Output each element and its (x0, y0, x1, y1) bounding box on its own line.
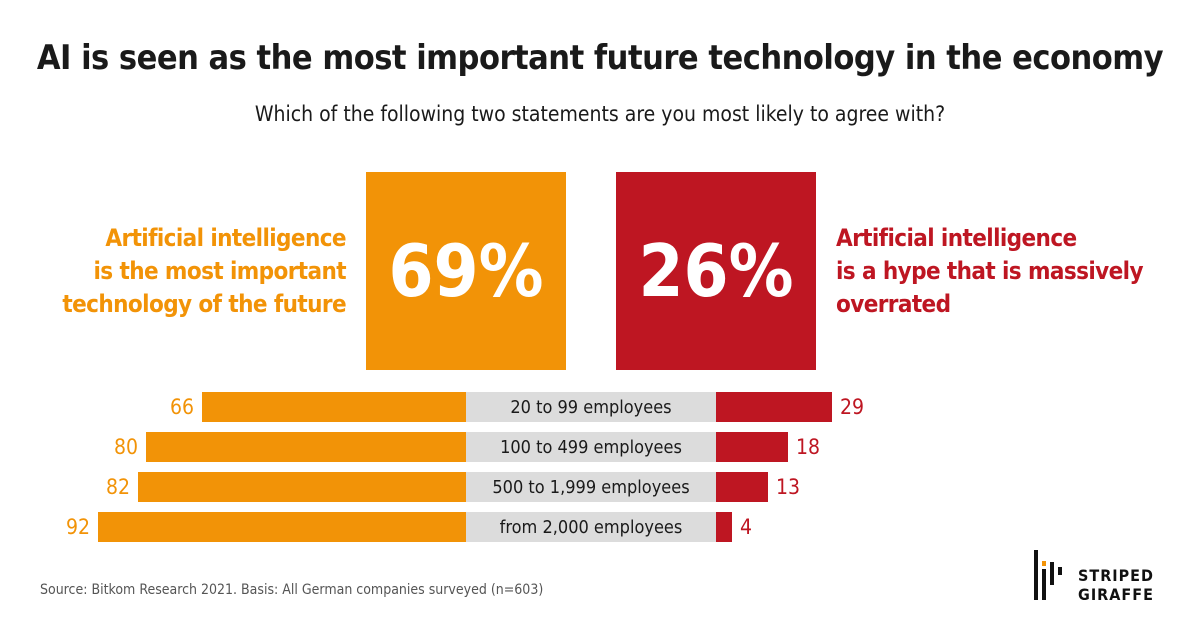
bar-important (98, 512, 466, 542)
category-label: from 2,000 employees (466, 512, 716, 542)
value-label-hype: 4 (740, 515, 753, 539)
logo-line: STRIPED (1078, 566, 1154, 585)
bar-important (138, 472, 466, 502)
bar-important (202, 392, 466, 422)
source-note: Source: Bitkom Research 2021. Basis: All… (40, 582, 544, 598)
total-important-box: 69% (366, 172, 566, 370)
bar-hype (716, 472, 768, 502)
statement-important: Artificial intelligence is the most impo… (62, 222, 346, 321)
logo-text: STRIPED GIRAFFE (1078, 566, 1154, 604)
statement-hype: Artificial intelligence is a hype that i… (836, 222, 1144, 321)
value-label-hype: 18 (796, 435, 821, 459)
total-important-value: 69% (388, 229, 544, 313)
total-hype-value: 26% (638, 229, 794, 313)
statement-line: is the most important (93, 257, 347, 285)
value-label-important: 66 (169, 395, 194, 419)
category-label: 500 to 1,999 employees (466, 472, 716, 502)
bar-hype (716, 432, 788, 462)
logo-line: GIRAFFE (1078, 585, 1154, 604)
striped-giraffe-logo-icon (1034, 550, 1062, 600)
value-label-hype: 29 (840, 395, 865, 419)
bar-hype (716, 512, 732, 542)
category-label: 100 to 499 employees (466, 432, 716, 462)
bar-hype (716, 392, 832, 422)
chart-title: AI is seen as the most important future … (36, 38, 1164, 78)
value-label-important: 82 (105, 475, 130, 499)
statement-line: Artificial intelligence (105, 224, 346, 252)
bar-important (146, 432, 466, 462)
value-label-important: 92 (65, 515, 90, 539)
statement-line: overrated (836, 290, 951, 318)
statement-line: is a hype that is massively (836, 257, 1144, 285)
statement-line: technology of the future (62, 290, 346, 318)
statement-line: Artificial intelligence (836, 224, 1077, 252)
category-label: 20 to 99 employees (466, 392, 716, 422)
value-label-hype: 13 (776, 475, 801, 499)
total-hype-box: 26% (616, 172, 816, 370)
chart-subtitle: Which of the following two statements ar… (254, 102, 946, 126)
value-label-important: 80 (113, 435, 138, 459)
